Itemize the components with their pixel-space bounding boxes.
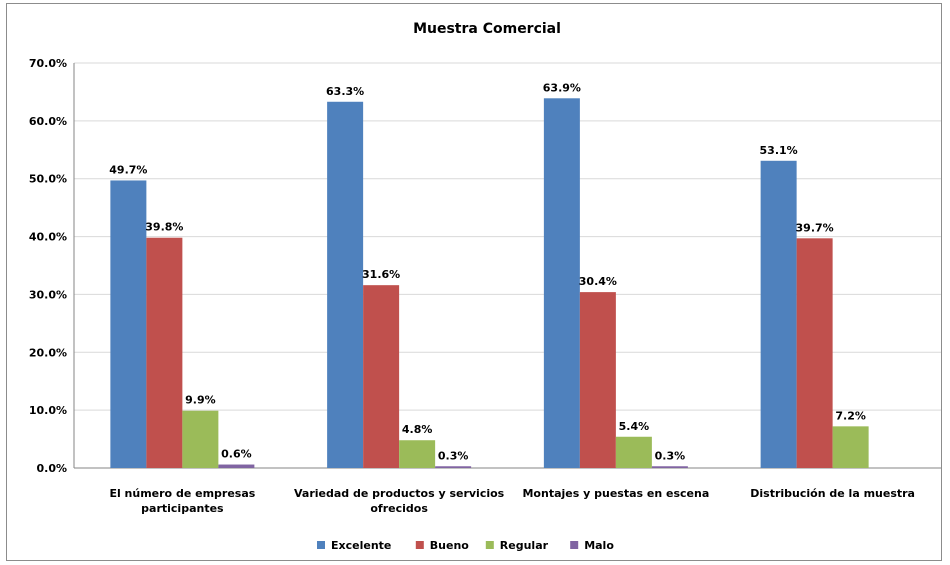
legend-label-malo: Malo — [584, 539, 614, 552]
bar-regular — [399, 440, 436, 468]
bar-chart: Muestra Comercial 0.0% 10.0% 20.0% 30.0% 40.… — [29, 21, 941, 552]
data-label: 0.3% — [655, 449, 686, 462]
data-label: 7.2% — [835, 409, 866, 422]
chart-frame: Muestra Comercial 0.0% 10.0% 20.0% 30.0% 40.… — [6, 3, 942, 561]
y-tick-label: 30.0% — [29, 288, 67, 301]
x-category-label: Variedad de productos y servicios ofrecid… — [294, 487, 505, 515]
legend-label-bueno: Bueno — [430, 539, 470, 552]
y-tick-label: 60.0% — [29, 115, 67, 128]
x-category-label: El número de empresas participantes — [109, 487, 255, 515]
gridlines — [74, 62, 941, 469]
bar-malo — [651, 466, 688, 468]
bar-excelente — [110, 180, 147, 468]
data-label: 30.4% — [579, 275, 617, 288]
data-label: 0.6% — [221, 448, 252, 461]
data-label: 63.9% — [543, 81, 581, 94]
data-label: 0.3% — [438, 449, 469, 462]
y-tick-label: 70.0% — [29, 57, 67, 70]
bar-excelente — [543, 98, 580, 469]
bar-excelente — [327, 101, 364, 468]
bar-bueno — [146, 237, 183, 468]
legend-swatch-bueno — [415, 541, 424, 549]
data-label: 49.7% — [109, 163, 147, 176]
legend-label-excelente: Excelente — [331, 539, 391, 552]
x-category-label: Distribución de la muestra — [750, 487, 915, 500]
legend-label-regular: Regular — [500, 539, 549, 552]
legend-swatch-malo — [570, 541, 579, 549]
bar-malo — [218, 464, 255, 468]
data-label: 39.8% — [145, 221, 183, 234]
data-label: 4.8% — [402, 423, 433, 436]
data-label: 5.4% — [619, 420, 650, 433]
bar-excelente — [760, 160, 797, 468]
chart-title: Muestra Comercial — [413, 21, 561, 37]
y-tick-label: 40.0% — [29, 231, 67, 244]
data-label: 63.3% — [326, 85, 364, 98]
legend-swatch-excelente — [317, 541, 325, 549]
y-tick-label: 0.0% — [36, 462, 67, 475]
bar-bueno — [796, 238, 833, 468]
y-axis: 0.0% 10.0% 20.0% 30.0% 40.0% 50.0% 60.0% 70.0% — [29, 57, 75, 475]
x-category-label: Montajes y puestas en escena — [522, 487, 709, 500]
data-label: 39.7% — [796, 221, 834, 234]
y-tick-label: 20.0% — [29, 346, 67, 359]
bar-malo — [435, 466, 472, 468]
data-label: 9.9% — [185, 394, 216, 407]
data-label: 31.6% — [362, 268, 400, 281]
bar-regular — [615, 436, 652, 468]
legend: Excelente Bueno Regular Malo — [317, 539, 614, 552]
bar-bueno — [579, 292, 616, 468]
bar-regular — [182, 410, 219, 468]
y-tick-label: 10.0% — [29, 404, 67, 417]
y-tick-label: 50.0% — [29, 173, 67, 186]
bar-bueno — [363, 285, 400, 468]
x-axis: El número de empresas participantes Varied… — [109, 487, 915, 515]
data-label: 53.1% — [760, 144, 798, 157]
legend-swatch-regular — [485, 541, 494, 549]
bar-regular — [832, 426, 869, 468]
bars — [110, 98, 869, 469]
data-labels: 49.7% 39.8% 9.9% 0.6% 63.3% 31.6% 4.8% 0.3% 63.9… — [109, 81, 866, 462]
